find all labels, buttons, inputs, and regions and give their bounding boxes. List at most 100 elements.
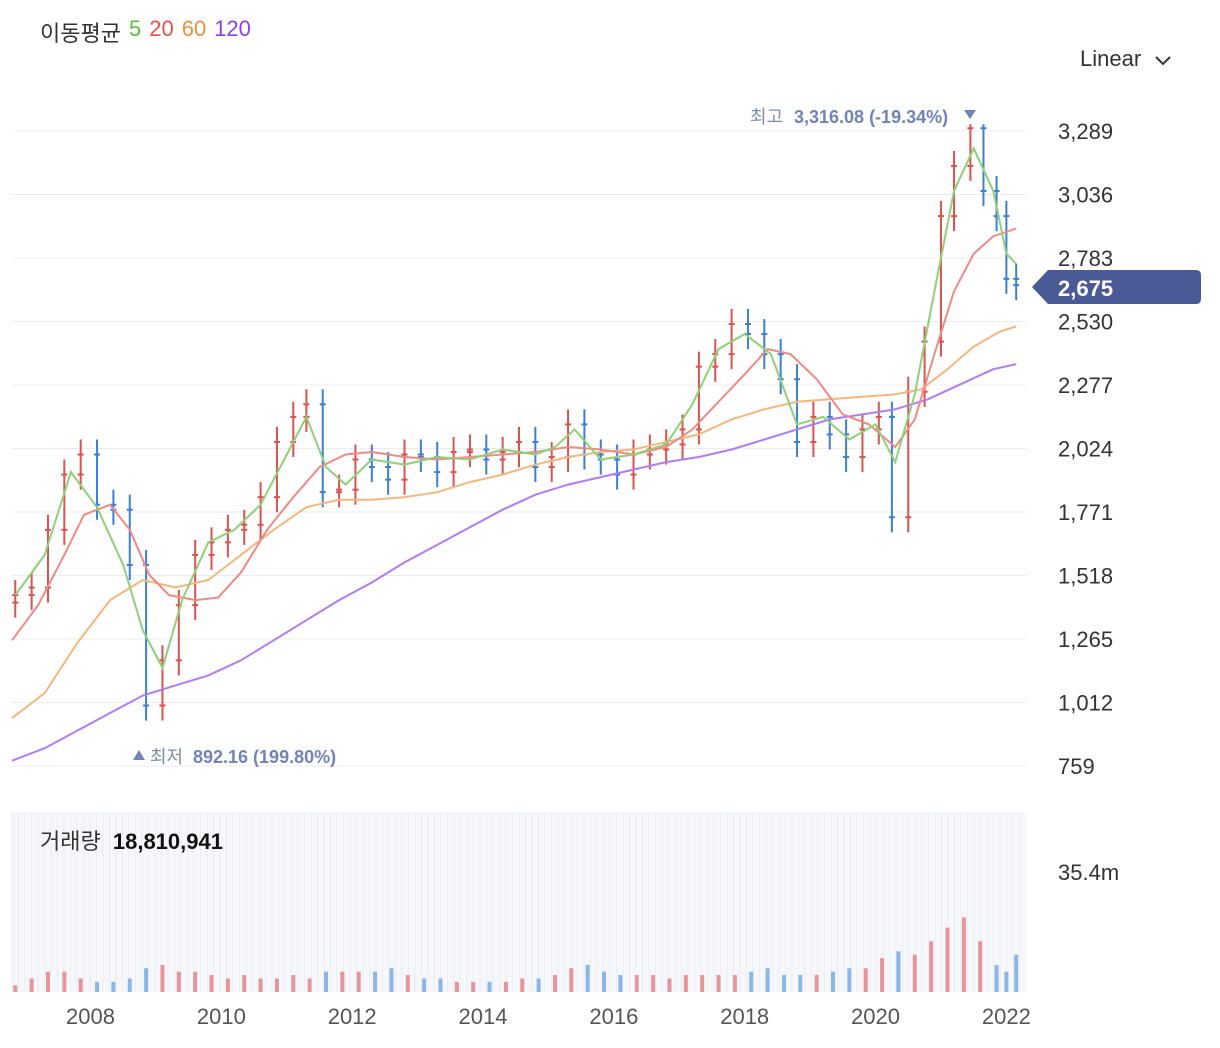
volume-bar <box>389 968 394 992</box>
triangle-up-icon <box>133 750 145 760</box>
volume-bar <box>13 985 18 992</box>
volume-bar <box>503 981 508 992</box>
volume-bar <box>422 978 427 992</box>
volume-bar <box>454 981 459 992</box>
volume-bar <box>716 975 721 992</box>
volume-bar <box>95 981 100 992</box>
volume-background <box>11 812 1026 992</box>
volume-bar <box>814 975 819 992</box>
high-marker-label: 최고 <box>750 107 783 127</box>
volume-bar <box>405 975 410 992</box>
volume-bar <box>520 978 525 992</box>
x-tick-label: 2010 <box>197 1004 246 1029</box>
volume-bar <box>373 971 378 992</box>
volume-bar <box>765 968 770 992</box>
volume-bar <box>176 971 181 992</box>
volume-bar <box>242 975 247 992</box>
moving-average-title: 이동평균 <box>40 21 121 46</box>
volume-bar <box>193 971 198 992</box>
volume-bar <box>978 941 983 992</box>
volume-bar <box>62 971 67 992</box>
volume-bar <box>552 975 557 992</box>
volume-bar <box>945 927 950 992</box>
ma60-line <box>11 325 1017 719</box>
volume-bar <box>111 981 116 992</box>
y-tick-label: 2,277 <box>1058 373 1113 398</box>
volume-bar <box>356 971 361 992</box>
y-tick-label: 1,265 <box>1058 627 1113 652</box>
y-tick-label: 2,024 <box>1058 437 1113 462</box>
volume-bar <box>749 971 754 992</box>
volume-bar <box>896 951 901 992</box>
y-tick-label: 3,036 <box>1058 183 1113 208</box>
volume-value: 18,810,941 <box>112 829 223 854</box>
volume-bar <box>585 964 590 992</box>
ma-period-20[interactable]: 20 <box>149 16 174 41</box>
volume-bar <box>912 954 917 992</box>
ma5-line <box>14 145 1017 671</box>
volume-bar <box>340 971 345 992</box>
volume-bar <box>225 978 230 992</box>
volume-bar <box>651 975 656 992</box>
volume-bar <box>144 968 149 992</box>
volume-bar <box>994 964 999 992</box>
volume-bar <box>274 978 279 992</box>
volume-bar <box>961 917 966 992</box>
low-marker-label: 최저 <box>150 747 183 767</box>
high-marker: 최고 3,316.08 (-19.34%) <box>750 107 976 127</box>
chevron-down-icon <box>1155 46 1171 72</box>
volume-bar <box>487 981 492 992</box>
volume-bar <box>438 978 443 992</box>
volume-bar <box>209 975 214 992</box>
scale-dropdown[interactable]: Linear <box>1080 46 1171 72</box>
volume-bar <box>127 978 132 992</box>
x-tick-label: 2020 <box>851 1004 900 1029</box>
volume-bar <box>291 975 296 992</box>
scale-label: Linear <box>1080 46 1142 71</box>
y-tick-label: 3,289 <box>1058 119 1113 144</box>
y-tick-label: 1,771 <box>1058 500 1113 525</box>
x-tick-label: 2022 <box>982 1004 1031 1029</box>
volume-bar <box>536 978 541 992</box>
y-tick-label: 2,783 <box>1058 246 1113 271</box>
volume-legend: 거래량 18,810,941 <box>40 824 223 856</box>
current-price-value: 2,675 <box>1058 276 1113 301</box>
volume-bar <box>732 975 737 992</box>
volume-title: 거래량 <box>40 829 101 854</box>
volume-axis-label: 35.4m <box>1058 860 1119 885</box>
ma-period-60[interactable]: 60 <box>181 16 207 41</box>
x-axis-ticks: 2008 2010 2012 2014 2016 2018 2020 2022 <box>66 1004 1031 1029</box>
y-tick-label: 1,012 <box>1058 691 1113 716</box>
y-tick-label: 2,530 <box>1058 310 1113 335</box>
high-marker-value: 3,316.08 (-19.34%) <box>794 107 948 127</box>
low-marker-value: 892.16 (199.80%) <box>193 747 336 767</box>
x-tick-label: 2016 <box>589 1004 638 1029</box>
moving-average-legend: 이동평균 5 20 60 120 <box>40 16 251 48</box>
low-marker: 최저 892.16 (199.80%) <box>133 747 336 767</box>
ma-period-120[interactable]: 120 <box>214 16 251 41</box>
moving-average-lines <box>11 145 1017 762</box>
volume-bar <box>618 975 623 992</box>
volume-bar <box>700 975 705 992</box>
volume-bars <box>13 917 1019 992</box>
volume-bar <box>831 971 836 992</box>
volume-bar <box>798 975 803 992</box>
volume-bar <box>880 958 885 992</box>
volume-bar <box>1014 954 1019 992</box>
ma20-line <box>11 227 1017 641</box>
volume-bar <box>634 975 639 992</box>
y-tick-label: 1,518 <box>1058 564 1113 589</box>
x-tick-label: 2012 <box>328 1004 377 1029</box>
x-tick-label: 2008 <box>66 1004 115 1029</box>
volume-bar <box>1004 971 1009 992</box>
y-tick-label: 759 <box>1058 754 1095 779</box>
ma-period-5[interactable]: 5 <box>128 16 142 41</box>
volume-bar <box>258 978 263 992</box>
volume-bar <box>324 971 329 992</box>
volume-bar <box>471 981 476 992</box>
x-tick-label: 2018 <box>720 1004 769 1029</box>
triangle-down-icon <box>964 110 976 119</box>
candles <box>12 124 1020 721</box>
volume-bar <box>160 964 165 992</box>
